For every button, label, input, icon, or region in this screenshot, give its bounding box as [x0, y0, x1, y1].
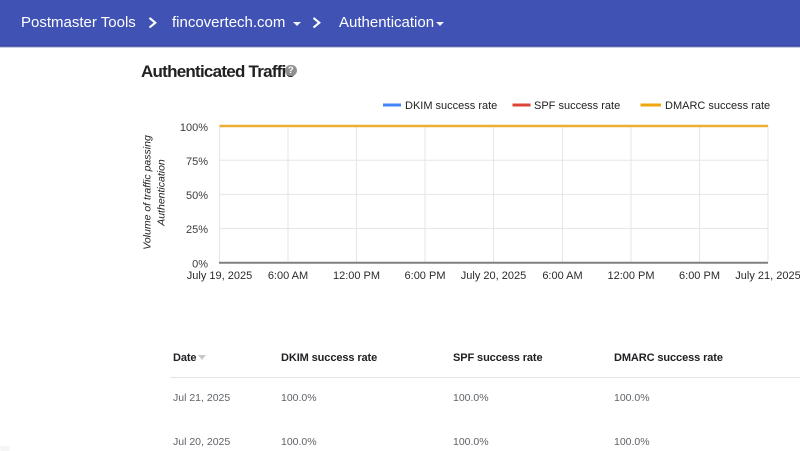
svg-text:Volume of traffic passing: Volume of traffic passing: [142, 135, 154, 250]
svg-text:50%: 50%: [186, 190, 208, 202]
svg-text:DMARC success rate: DMARC success rate: [665, 100, 770, 112]
svg-text:July 20, 2025: July 20, 2025: [461, 270, 526, 282]
svg-text:75%: 75%: [186, 156, 208, 168]
svg-text:6:00 AM: 6:00 AM: [542, 270, 582, 282]
svg-text:SPF success rate: SPF success rate: [534, 100, 620, 112]
svg-text:July 21, 2025: July 21, 2025: [735, 270, 800, 282]
svg-text:6:00 PM: 6:00 PM: [405, 270, 446, 282]
svg-text:6:00 AM: 6:00 AM: [268, 270, 308, 282]
svg-text:DKIM success rate: DKIM success rate: [405, 100, 497, 112]
svg-text:12:00 PM: 12:00 PM: [607, 270, 654, 282]
svg-text:July 19, 2025: July 19, 2025: [187, 270, 252, 282]
svg-text:0%: 0%: [192, 258, 208, 270]
svg-text:25%: 25%: [186, 224, 208, 236]
svg-text:Authentication: Authentication: [156, 159, 168, 227]
svg-text:12:00 PM: 12:00 PM: [333, 270, 380, 282]
svg-text:100%: 100%: [180, 122, 208, 134]
svg-text:6:00 PM: 6:00 PM: [679, 270, 720, 282]
